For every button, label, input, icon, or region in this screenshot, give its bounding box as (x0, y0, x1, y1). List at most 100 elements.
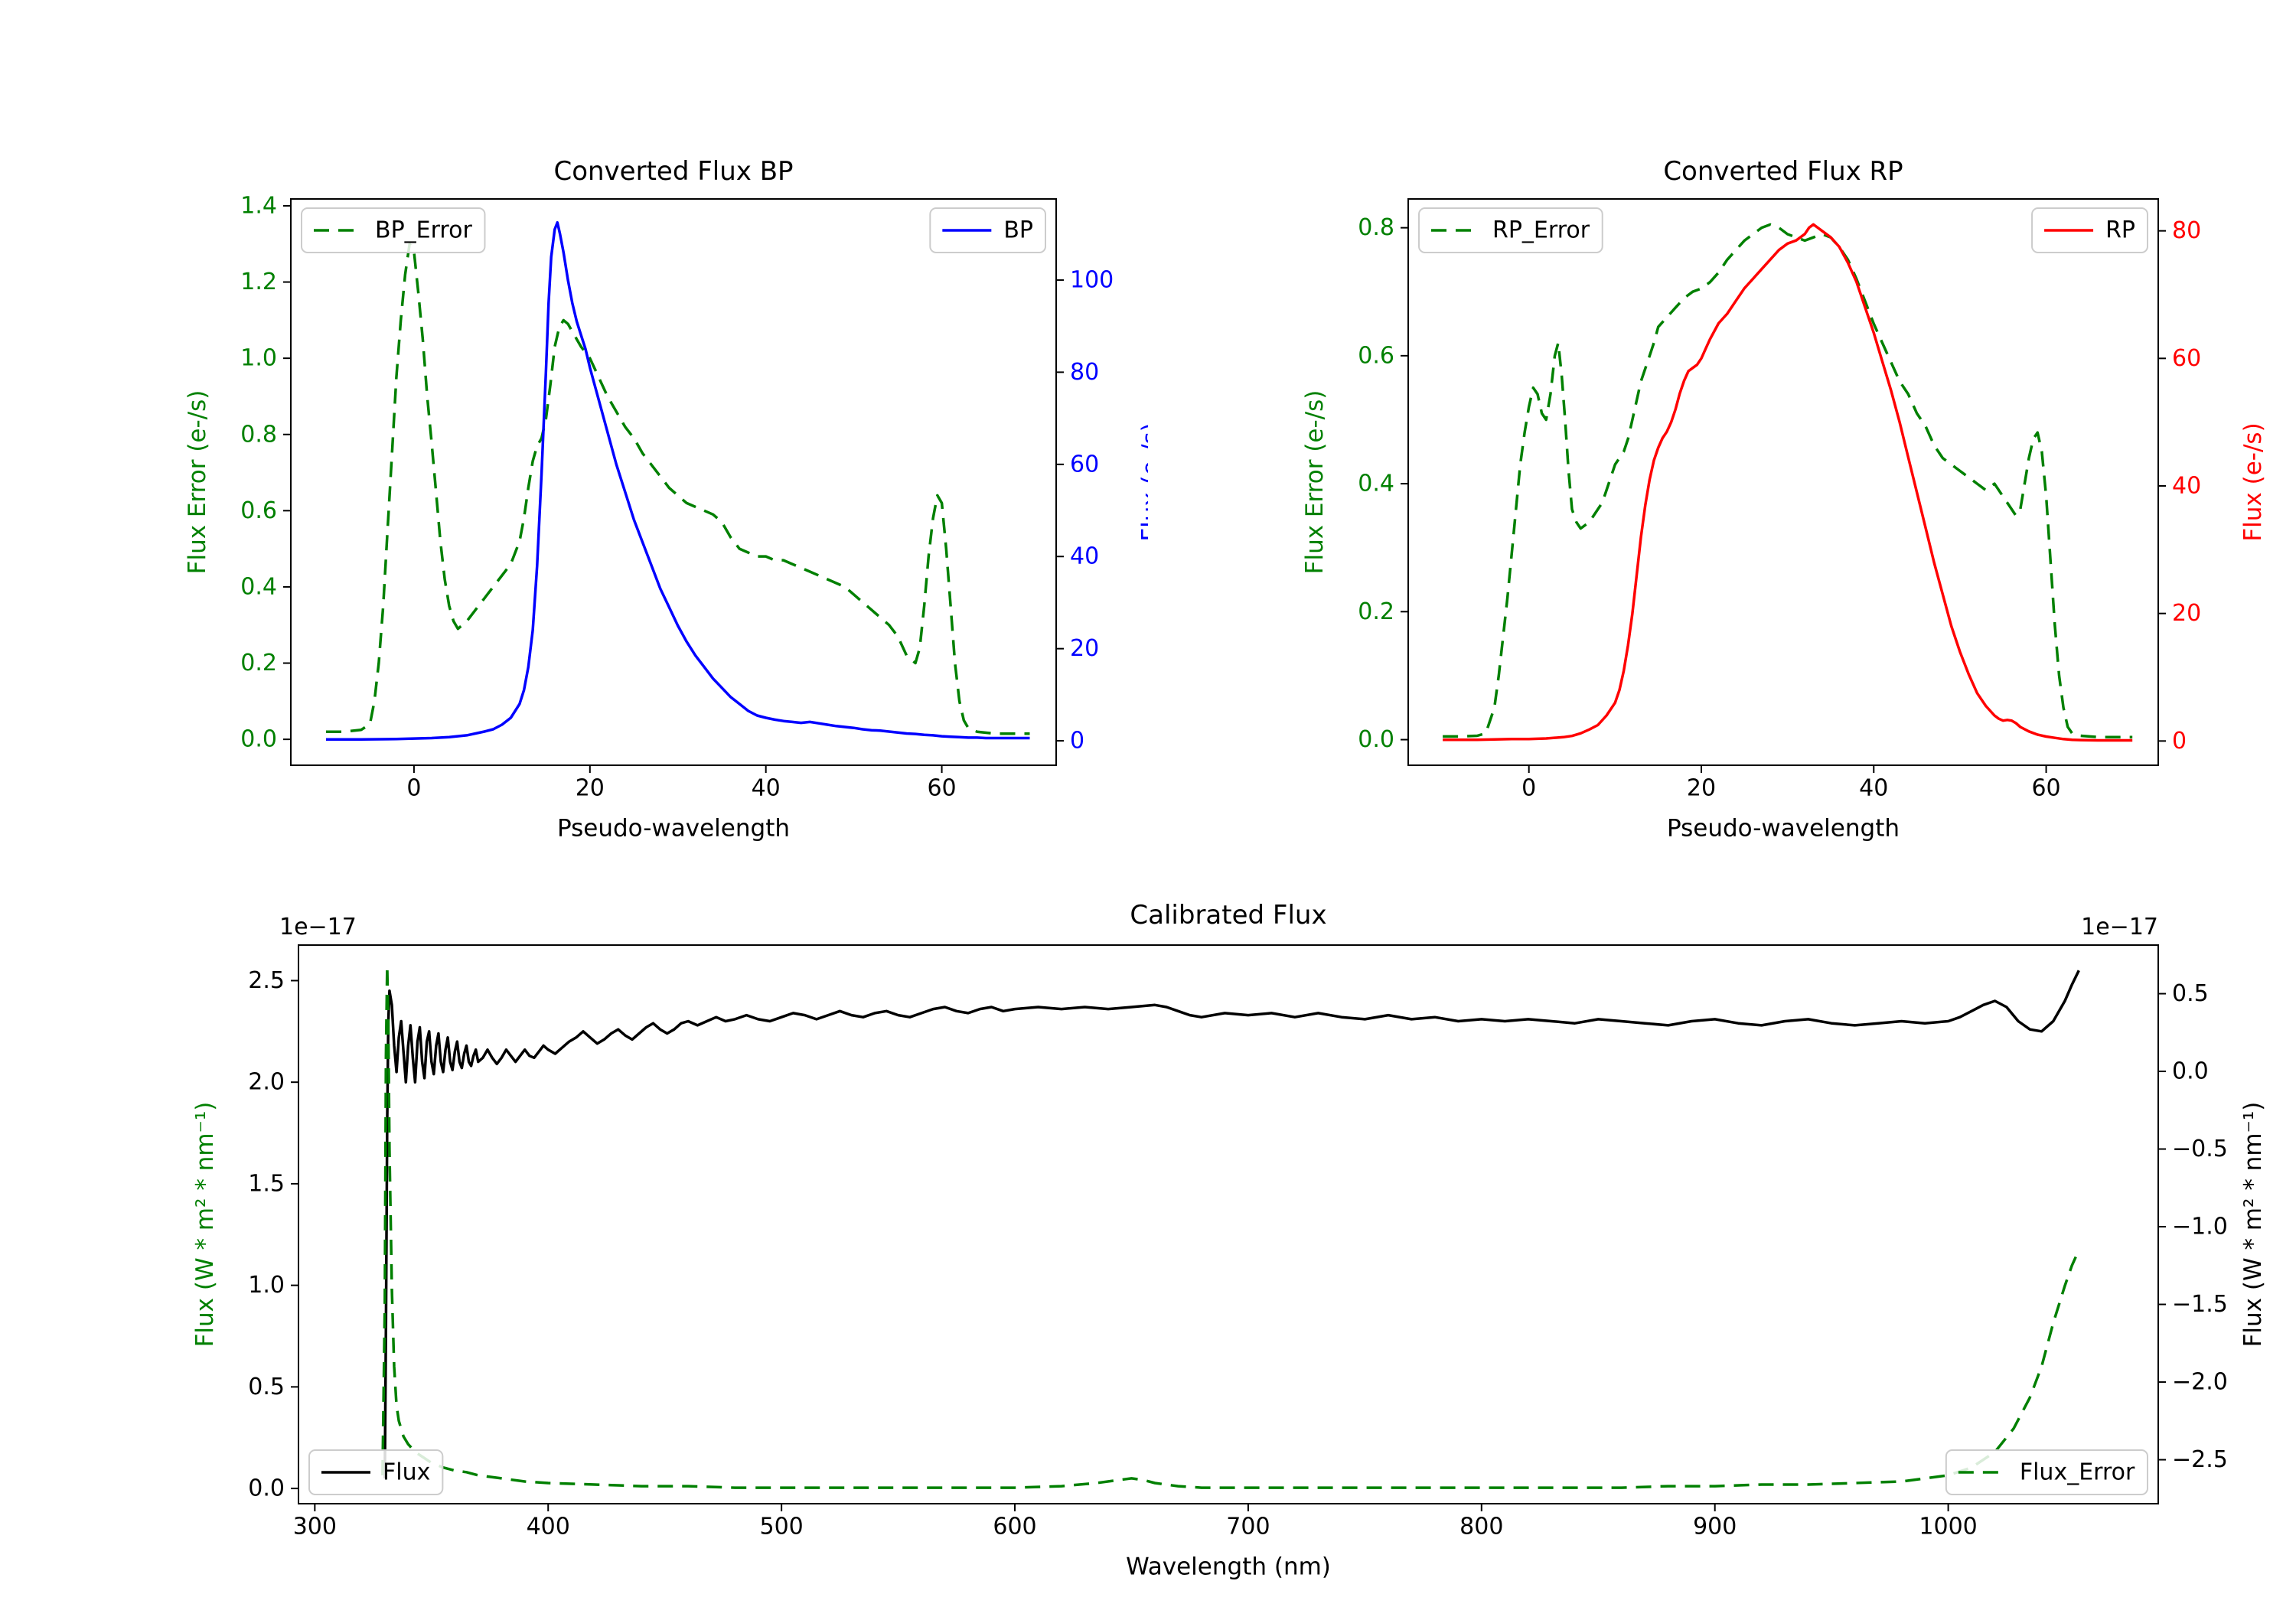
svg-text:0.0: 0.0 (240, 726, 277, 753)
svg-text:0: 0 (1521, 775, 1536, 802)
svg-text:20: 20 (1687, 775, 1716, 802)
series-RP (1443, 223, 2133, 742)
svg-text:80: 80 (2172, 217, 2201, 244)
converted-flux-rp-svg: 0 20 40 60 Pseudo-wavelength 0.0 0.2 0.4 0.6 0.8 F… (1301, 198, 2267, 842)
left-axis-label: Flux Error (e-/s) (1301, 390, 1329, 575)
svg-text:−1.5: −1.5 (2172, 1291, 2228, 1318)
left-axis-label: Flux Error (e-/s) (184, 390, 211, 575)
x-axis-label: Pseudo-wavelength (1667, 814, 1900, 842)
svg-text:20: 20 (1070, 635, 1099, 662)
x-axis-ticks: 0 20 40 60 (1521, 765, 2061, 802)
svg-text:0.6: 0.6 (1358, 342, 1394, 369)
svg-text:0.0: 0.0 (2172, 1058, 2209, 1085)
left-axis-ticks: 0.0 0.5 1.0 1.5 2.0 2.5 (248, 967, 298, 1502)
left-offset-text: 1e−17 (279, 914, 357, 940)
right-axis-label: Flux (W * m² * nm⁻¹) (2239, 1102, 2267, 1348)
series-RP_Error (1443, 223, 2133, 738)
svg-text:40: 40 (752, 775, 781, 802)
legend-BP: BP (929, 207, 1046, 253)
right-axis-label: Flux (e-/s) (1137, 422, 1148, 541)
right-offset-text: 1e−17 (2081, 914, 2158, 940)
legend-RP: RP (2031, 207, 2148, 253)
x-axis-ticks: 300 400 500 600 700 800 900 1000 (293, 1504, 1978, 1540)
svg-text:800: 800 (1459, 1514, 1503, 1540)
plot-frame (298, 944, 2159, 1504)
svg-text:400: 400 (527, 1514, 570, 1540)
svg-text:40: 40 (1070, 543, 1099, 570)
svg-text:1.0: 1.0 (248, 1272, 285, 1299)
svg-text:20: 20 (2172, 600, 2201, 627)
svg-text:600: 600 (993, 1514, 1036, 1540)
svg-text:0.2: 0.2 (1358, 598, 1394, 625)
svg-text:60: 60 (2031, 775, 2060, 802)
svg-text:BP_Error: BP_Error (375, 217, 472, 244)
series-Flux (383, 970, 2080, 1478)
svg-text:RP: RP (2105, 217, 2135, 244)
x-axis-label: Pseudo-wavelength (557, 814, 790, 842)
svg-text:60: 60 (927, 775, 956, 802)
svg-text:−0.5: −0.5 (2172, 1136, 2228, 1162)
chart-title-converted-flux-bp: Converted Flux BP (553, 156, 794, 187)
subplot-converted-flux-bp: 0 20 40 60 Pseudo-wavelength 0.0 0.2 0.4 0.6 0.8 1… (153, 113, 1165, 903)
svg-text:−2.0: −2.0 (2172, 1369, 2228, 1396)
svg-text:0.8: 0.8 (1358, 214, 1394, 241)
left-axis-ticks: 0.0 0.2 0.4 0.6 0.8 1.0 1.2 1.4 (240, 192, 291, 753)
series-BP_Error (326, 243, 1030, 735)
right-axis-ticks: 0.5 0.0 −0.5 −1.0 −1.5 −2.0 −2.5 (2158, 980, 2228, 1473)
svg-text:0.4: 0.4 (240, 573, 277, 600)
svg-text:Flux_Error: Flux_Error (2020, 1459, 2135, 1486)
right-axis-ticks: 0 20 40 60 80 (2158, 217, 2201, 755)
svg-text:0.6: 0.6 (240, 497, 277, 524)
converted-flux-bp-svg: 0 20 40 60 Pseudo-wavelength 0.0 0.2 0.4 0.6 0.8 1… (184, 192, 1165, 842)
svg-text:BP: BP (1003, 217, 1033, 244)
svg-text:0.5: 0.5 (2172, 980, 2209, 1007)
svg-text:900: 900 (1693, 1514, 1737, 1540)
svg-text:300: 300 (293, 1514, 337, 1540)
x-axis-label: Wavelength (nm) (1126, 1553, 1331, 1580)
svg-text:80: 80 (1070, 359, 1099, 386)
svg-text:1.2: 1.2 (240, 269, 277, 295)
svg-text:40: 40 (2172, 473, 2201, 500)
svg-text:0: 0 (1070, 728, 1084, 755)
svg-text:60: 60 (1070, 451, 1099, 478)
svg-text:Flux: Flux (383, 1459, 430, 1486)
svg-text:1000: 1000 (1919, 1514, 1977, 1540)
chart-title-converted-flux-rp: Converted Flux RP (1663, 156, 1903, 187)
svg-text:100: 100 (1070, 266, 1114, 293)
plot-frame (1407, 198, 2159, 766)
plot-frame (290, 198, 1057, 766)
svg-text:1.4: 1.4 (240, 192, 277, 219)
left-axis-ticks: 0.0 0.2 0.4 0.6 0.8 (1358, 214, 1408, 753)
right-axis-label: Flux (e-/s) (2239, 422, 2265, 541)
svg-text:0.0: 0.0 (248, 1475, 285, 1502)
svg-text:40: 40 (1859, 775, 1888, 802)
svg-text:2.5: 2.5 (248, 967, 285, 994)
calibrated-flux-svg: 300 400 500 600 700 800 900 1000 Wavelength (nm)… (191, 914, 2267, 1580)
svg-text:−2.5: −2.5 (2172, 1446, 2228, 1473)
svg-text:700: 700 (1226, 1514, 1270, 1540)
svg-text:0.0: 0.0 (1358, 726, 1394, 753)
legend-Flux: Flux (308, 1449, 444, 1495)
svg-text:0: 0 (406, 775, 421, 802)
svg-text:60: 60 (2172, 345, 2201, 372)
legend-RP_Error: RP_Error (1418, 207, 1603, 253)
chart-title-calibrated-flux: Calibrated Flux (1130, 900, 1327, 931)
left-axis-label: Flux (W * m² * nm⁻¹) (191, 1102, 219, 1348)
svg-text:500: 500 (759, 1514, 803, 1540)
legend-Flux_Error: Flux_Error (1945, 1449, 2148, 1495)
svg-text:RP_Error: RP_Error (1492, 217, 1590, 244)
x-axis-ticks: 0 20 40 60 (406, 765, 957, 802)
right-axis-ticks: 0 20 40 60 80 100 (1056, 266, 1114, 755)
svg-text:2.0: 2.0 (248, 1069, 285, 1096)
svg-text:0.5: 0.5 (248, 1374, 285, 1400)
svg-text:−1.0: −1.0 (2172, 1214, 2228, 1240)
legend-BP_Error: BP_Error (301, 207, 486, 253)
subplot-calibrated-flux: 300 400 500 600 700 800 900 1000 Wavelength (nm)… (153, 872, 2273, 1599)
svg-text:1.0: 1.0 (240, 345, 277, 372)
svg-text:0.8: 0.8 (240, 421, 277, 448)
subplot-converted-flux-rp: 0 20 40 60 Pseudo-wavelength 0.0 0.2 0.4 0.6 0.8 F… (1270, 113, 2267, 903)
svg-text:0.2: 0.2 (240, 650, 277, 676)
series-BP (326, 220, 1030, 742)
series-Flux_Error (381, 964, 2080, 1489)
